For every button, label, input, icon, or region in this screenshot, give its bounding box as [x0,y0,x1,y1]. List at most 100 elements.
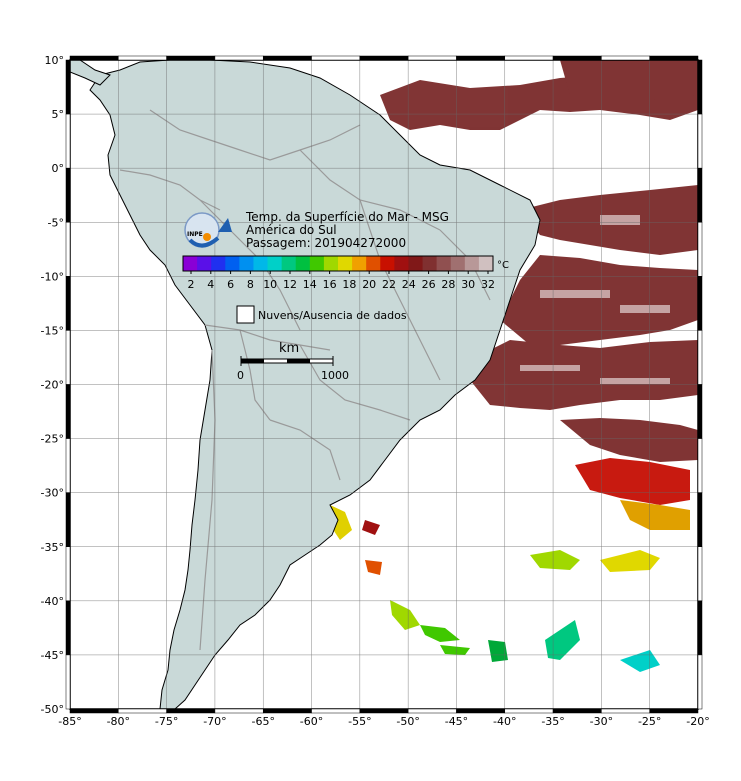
lat-tick-label: -15° [41,324,64,337]
cloud-legend-swatch [236,305,255,324]
frame-segment [552,55,602,61]
frame-segment [65,276,71,331]
frame-segment [118,708,167,714]
scale-unit: km [279,341,299,356]
colorbar-frame [182,255,494,272]
colorbar-swatch [338,256,353,271]
frame-segment [311,708,361,714]
colorbar-swatch [478,256,494,271]
lon-tick-label: -25° [638,715,661,728]
lat-tick-label: 10° [45,54,65,67]
inpe-logo: INPE [184,212,232,248]
colorbar-swatch [366,256,381,271]
map-title: Temp. da Superfície do Mar - MSG [245,210,449,224]
colorbar-tick-labels: 2 4 6 8 10 12 14 16 18 20 22 24 26 28 30 32 [188,271,495,291]
lon-tick-label: -50° [396,715,419,728]
frame-segment [214,55,264,61]
frame-segment [65,438,71,493]
scale-bar: km 0 1000 [237,341,349,382]
frame-segment [697,600,703,656]
frame-segment [697,654,703,710]
frame-segment [407,708,457,714]
colorbar-swatch [309,256,325,271]
frame-segment [359,708,409,714]
frame-segment [65,330,71,385]
lat-tick-label: -30° [41,487,64,500]
frame-segment [601,55,650,61]
colorbar-swatch [183,256,198,271]
colorbar-swatch [281,256,297,271]
colorbar-tick-label: 20 [362,278,376,291]
colorbar-swatch [464,256,480,271]
lon-tick-label: -40° [493,715,516,728]
colorbar-swatch [225,256,240,271]
frame-segment [649,708,699,714]
frame-segment [697,330,703,385]
frame-segment [697,276,703,331]
colorbar-tick-label: 32 [481,278,495,291]
colorbar-tick-label: 6 [227,278,234,291]
frame-segment [697,492,703,547]
frame-segment [65,654,71,710]
colorbar-tick-label: 4 [207,278,214,291]
frame-segment [697,167,703,223]
frame-segment [697,59,703,115]
colorbar-tick-label: 14 [303,278,317,291]
graticule [70,60,698,709]
colorbar-tick-label: 22 [382,278,396,291]
frame-segment [118,55,167,61]
lat-tick-label: -5° [48,216,64,229]
frame-segment [65,59,71,115]
logo-text: INPE [187,231,203,238]
colorbar-swatch [197,256,212,271]
frame-segment [456,55,506,61]
lat-tick-label: -50° [41,703,64,716]
frame-segment [601,708,650,714]
lon-tick-label: -30° [590,715,613,728]
central-america [70,60,111,86]
frame-segment [697,546,703,602]
colorbar-tick-label: 24 [402,278,416,291]
colorbar-swatch [211,256,226,271]
colorbar-tick-label: 12 [283,278,297,291]
frame-segment [504,708,554,714]
colorbar-swatch [380,256,395,271]
lon-tick-label: -70° [203,715,226,728]
frame-segment [65,492,71,547]
colorbar-swatch [408,256,424,271]
map-pass: Passagem: 201904272000 [246,236,406,250]
frame-segment [65,222,71,277]
colorbar-tick-label: 30 [461,278,475,291]
colorbar-tick-label: 26 [422,278,436,291]
lon-tick-label: -80° [107,715,130,728]
cloud-legend-label: Nuvens/Ausencia de dados [258,309,407,322]
frame-segment [65,600,71,656]
colorbar-tick-label: 16 [323,278,337,291]
frame-ticks [65,55,703,714]
lon-tick-label: -60° [300,715,323,728]
colorbar-swatch [239,256,254,271]
lat-tick-label: -40° [41,595,64,608]
lat-tick-label: -20° [41,379,64,392]
colorbar-swatch [450,256,466,271]
frame-segment [552,708,602,714]
frame-segment [65,384,71,439]
colorbar-tick-label: 18 [342,278,356,291]
frame-segment [166,708,216,714]
map-region: América do Sul [246,223,337,237]
frame-segment [359,55,409,61]
frame-segment [166,55,216,61]
colorbar-tick-label: 2 [188,278,195,291]
sst-colorbar [182,255,494,272]
lat-tick-label: 5° [52,108,65,121]
frame-segment [69,55,119,61]
colorbar-tick-label: 28 [441,278,455,291]
colorbar-swatch [323,256,339,271]
sst-warm-region [380,60,698,462]
colorbar-tick-label: 8 [247,278,254,291]
frame-segment [65,167,71,223]
lon-tick-label: -45° [445,715,468,728]
latitude-labels: 10° 5° 0° -5° -10° -15° -20° -25° -30° -35° -40° -4… [41,54,64,716]
colorbar-swatch [295,256,311,271]
